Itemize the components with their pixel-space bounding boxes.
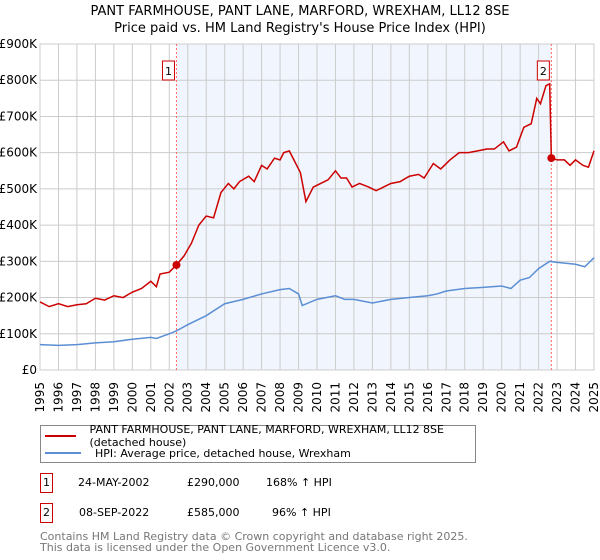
x-tick-label: 2018 — [458, 382, 472, 413]
plot-border — [39, 43, 595, 371]
y-tick-label: £300K — [0, 254, 38, 268]
sale-point — [547, 154, 556, 163]
x-tick-label: 2007 — [255, 382, 269, 413]
transaction-row: 2 08-SEP-2022 £585,000 96% ↑ HPI — [40, 503, 440, 523]
x-tick-label: 1996 — [51, 382, 65, 413]
plot-area: £0 £100K £200K £300K £400K £500K £600K £700K £80… — [0, 37, 600, 413]
x-tick-label: 2015 — [402, 382, 416, 413]
marker-badge: 1 — [40, 473, 53, 493]
x-tick-label: 2002 — [162, 382, 176, 413]
y-tick-label: £800K — [0, 73, 38, 87]
transaction-row: 1 24-MAY-2002 £290,000 168% ↑ HPI — [40, 473, 440, 493]
footer-line: This data is licensed under the Open Gov… — [40, 541, 391, 554]
x-tick-label: 2004 — [199, 382, 213, 413]
legend-swatch-red — [45, 435, 76, 437]
marker-label: 1 — [165, 65, 172, 78]
x-tick-label: 2016 — [421, 382, 435, 413]
legend: PANT FARMHOUSE, PANT LANE, MARFORD, WREX… — [40, 423, 476, 463]
transaction-price: £290,000 — [187, 476, 240, 489]
x-tick-label: 2010 — [310, 382, 324, 413]
x-tick-label: 2024 — [569, 382, 583, 413]
legend-item-property: PANT FARMHOUSE, PANT LANE, MARFORD, WREX… — [41, 423, 475, 449]
property-series-line — [39, 82, 595, 308]
x-tick-label: 2020 — [495, 382, 509, 413]
transaction-date: 08-SEP-2022 — [79, 506, 150, 519]
x-tick-label: 1998 — [88, 382, 102, 413]
x-tick-label: 1997 — [70, 382, 84, 413]
footer-line: Contains HM Land Registry data © Crown c… — [40, 530, 468, 543]
x-tick-label: 2013 — [365, 382, 379, 413]
legend-item-hpi: HPI: Average price, detached house, Wrex… — [41, 445, 351, 461]
x-tick-label: 2006 — [236, 382, 250, 413]
y-tick-label: £0 — [22, 363, 37, 377]
footer: Contains HM Land Registry data © Crown c… — [40, 531, 468, 553]
x-tick-label: 2011 — [328, 382, 342, 413]
x-tick-label: 2003 — [181, 382, 195, 413]
y-tick-label: £600K — [0, 146, 38, 160]
x-tick-label: 2021 — [513, 382, 527, 413]
x-tick-label: 2001 — [144, 382, 158, 413]
transaction-date: 24-MAY-2002 — [78, 476, 150, 489]
x-tick-label: 2023 — [550, 382, 564, 413]
marker-badge — [536, 60, 550, 81]
marker-label: 2 — [540, 65, 547, 78]
hpi-series-line — [39, 257, 595, 347]
marker-badge — [161, 60, 175, 81]
x-tick-label: 2014 — [384, 382, 398, 413]
sale-point — [172, 260, 181, 269]
y-tick-label: £900K — [0, 37, 38, 51]
transaction-hpi: 168% ↑ HPI — [266, 476, 332, 489]
x-tick-label: 2019 — [476, 382, 490, 413]
y-tick-label: £700K — [0, 109, 38, 123]
transaction-price: £585,000 — [187, 506, 240, 519]
x-tick-label: 2025 — [587, 382, 600, 413]
x-tick-label: 2005 — [218, 382, 232, 413]
y-tick-label: £100K — [0, 327, 38, 341]
x-tick-label: 2009 — [292, 382, 306, 413]
chart-subtitle: Price paid vs. HM Land Registry's House … — [114, 21, 486, 36]
x-tick-label: 1995 — [33, 382, 47, 413]
x-tick-label: 2017 — [439, 382, 453, 413]
x-tick-label: 2012 — [347, 382, 361, 413]
x-tick-label: 2008 — [273, 382, 287, 413]
x-tick-label: 2000 — [125, 382, 139, 413]
x-tick-label: 2022 — [532, 382, 546, 413]
shaded-period — [176, 44, 552, 370]
chart-title: PANT FARMHOUSE, PANT LANE, MARFORD, WREX… — [90, 4, 510, 19]
x-tick-label: 1999 — [107, 382, 121, 413]
legend-swatch-blue — [45, 452, 81, 454]
marker-badge: 2 — [40, 503, 53, 523]
y-tick-label: £500K — [0, 182, 38, 196]
transaction-hpi: 96% ↑ HPI — [272, 506, 331, 519]
y-tick-label: £200K — [0, 291, 38, 305]
y-tick-label: £400K — [0, 218, 38, 232]
legend-label: HPI: Average price, detached house, Wrex… — [95, 446, 351, 460]
legend-label: PANT FARMHOUSE, PANT LANE, MARFORD, WREX… — [89, 423, 444, 449]
